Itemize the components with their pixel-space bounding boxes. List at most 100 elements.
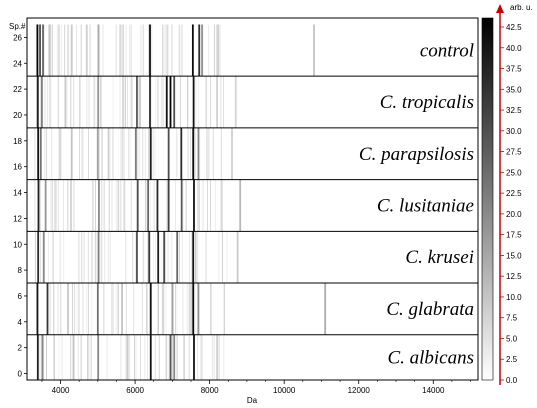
peak-band xyxy=(39,24,41,77)
peak-band xyxy=(193,334,195,380)
background-band xyxy=(72,283,73,335)
y-axis-label: Sp.# xyxy=(9,22,26,31)
colorbar-gradient xyxy=(481,17,494,381)
background-band xyxy=(167,24,169,77)
background-band xyxy=(190,127,191,180)
background-band xyxy=(58,334,60,380)
y-tick-label: 8 xyxy=(18,266,23,275)
background-band xyxy=(170,334,172,380)
background-band xyxy=(61,334,63,380)
background-band xyxy=(58,179,60,232)
background-band xyxy=(57,76,59,128)
background-band xyxy=(125,231,127,284)
background-band xyxy=(121,24,123,77)
background-band xyxy=(39,334,41,380)
background-band xyxy=(131,76,133,128)
peak-band xyxy=(98,179,100,232)
x-tick-label: 6000 xyxy=(126,386,144,395)
background-band xyxy=(218,231,220,284)
background-band xyxy=(144,127,146,180)
background-band xyxy=(208,24,210,77)
background-band xyxy=(188,283,190,335)
background-band xyxy=(89,24,91,77)
background-band xyxy=(135,231,137,284)
group-labels: control C. tropicalis C. parapsilosis C. lu… xyxy=(359,40,474,368)
background-band xyxy=(189,283,191,335)
background-band xyxy=(37,179,38,232)
background-band xyxy=(86,24,88,77)
background-band xyxy=(179,76,181,128)
background-band xyxy=(220,179,222,232)
background-band xyxy=(165,283,167,335)
background-band xyxy=(188,231,190,284)
group-label: C. krusei xyxy=(405,247,474,268)
background-band xyxy=(101,127,103,180)
background-band xyxy=(162,76,164,128)
background-band xyxy=(95,179,96,232)
background-band xyxy=(149,179,151,232)
background-band xyxy=(176,283,178,335)
background-band xyxy=(82,127,84,180)
background-band xyxy=(119,24,121,77)
background-band xyxy=(62,179,64,232)
background-band xyxy=(121,127,123,180)
colorbar-tick-label: 2.5 xyxy=(506,355,518,364)
background-band xyxy=(34,179,36,232)
background-band xyxy=(101,179,103,232)
background-band xyxy=(36,76,37,128)
background-band xyxy=(222,231,223,284)
background-band xyxy=(182,283,184,335)
background-band xyxy=(78,283,80,335)
peak-band xyxy=(67,283,69,335)
background-band xyxy=(148,127,150,180)
background-band xyxy=(60,24,62,77)
background-band xyxy=(120,334,122,380)
x-axis-label: Da xyxy=(247,396,258,405)
peak-band xyxy=(149,334,152,380)
background-band xyxy=(157,283,159,335)
background-band xyxy=(162,24,164,77)
background-band xyxy=(146,283,148,335)
background-band xyxy=(124,76,126,128)
background-band xyxy=(124,127,126,180)
background-band xyxy=(112,127,114,180)
colorbar-arrow-icon xyxy=(496,4,504,13)
background-band xyxy=(50,76,52,128)
background-band xyxy=(76,283,78,335)
background-band xyxy=(125,283,127,335)
peak-band xyxy=(180,127,183,180)
background-band xyxy=(88,127,89,180)
x-tick-label: 12000 xyxy=(348,386,371,395)
background-band xyxy=(64,24,66,77)
background-band xyxy=(207,127,209,180)
background-band xyxy=(223,334,225,380)
background-band xyxy=(132,231,134,284)
y-tick-label: 18 xyxy=(13,137,22,146)
background-band xyxy=(147,231,149,284)
peak-band xyxy=(121,283,123,335)
background-band xyxy=(50,179,52,232)
background-band xyxy=(46,127,48,180)
background-band xyxy=(150,76,152,128)
background-band xyxy=(208,127,210,180)
background-band xyxy=(44,76,46,128)
background-band xyxy=(49,24,51,77)
peak-band xyxy=(72,334,75,380)
peak-band xyxy=(97,334,100,380)
background-band xyxy=(161,24,163,77)
background-band xyxy=(179,231,181,284)
background-band xyxy=(195,76,197,128)
background-band xyxy=(201,334,203,380)
background-band xyxy=(49,76,51,128)
background-band xyxy=(88,334,90,380)
background-band xyxy=(139,334,141,380)
background-band xyxy=(119,127,121,180)
background-band xyxy=(120,179,122,232)
background-band xyxy=(171,231,172,284)
background-band xyxy=(133,283,135,335)
background-band xyxy=(67,179,69,232)
background-band xyxy=(155,334,156,380)
peak-band xyxy=(197,283,200,335)
background-band xyxy=(102,24,104,77)
peak-band xyxy=(167,127,170,180)
